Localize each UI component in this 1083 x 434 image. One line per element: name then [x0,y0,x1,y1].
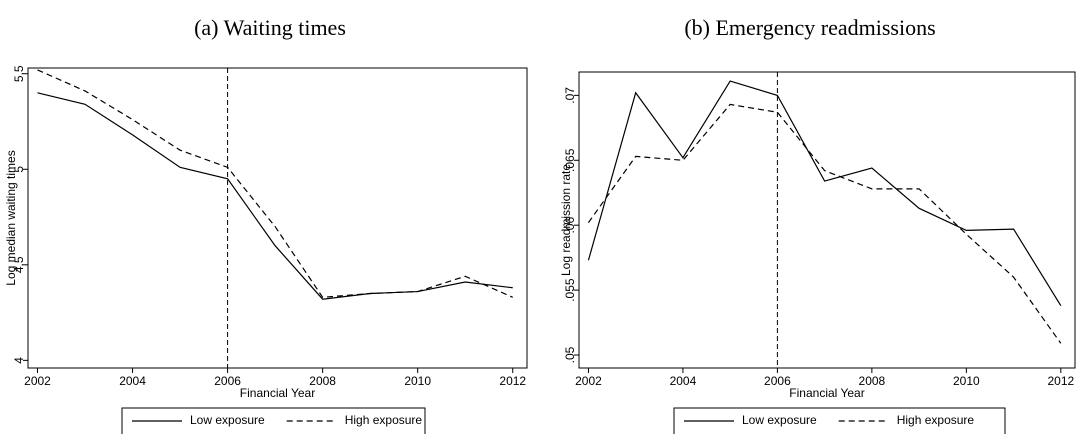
legend-label: High exposure [345,413,423,427]
y-tick-label: .055 [563,278,577,302]
x-tick-label: 2012 [499,374,526,388]
chart-title: (b) Emergency readmissions [684,15,935,40]
x-tick-label: 2008 [309,374,336,388]
series-line [587,80,1062,306]
x-axis-title: Financial Year [240,386,315,400]
plot-frame [27,67,528,369]
legend-label: High exposure [897,413,975,427]
y-tick-label: .05 [563,346,577,363]
x-tick-label: 2002 [24,374,51,388]
y-tick-label: .06 [563,217,577,234]
y-tick-label: .07 [563,87,577,104]
series-line [37,69,513,298]
x-axis-title: Financial Year [789,386,864,400]
y-tick-label: 5.5 [12,65,26,82]
x-tick-label: 2006 [214,374,241,388]
x-tick-label: 2008 [859,374,886,388]
x-tick-label: 2006 [764,374,791,388]
legend-label: Low exposure [190,413,265,427]
x-tick-label: 2002 [575,374,602,388]
series-line [587,103,1062,344]
legend-label: Low exposure [742,413,817,427]
y-tick-label: 5 [12,166,26,173]
legend-box [673,407,1006,434]
x-tick-label: 2004 [670,374,697,388]
chart-title: (a) Waiting times [194,15,346,40]
x-tick-label: 2010 [404,374,431,388]
y-axis-title: Log median waiting times [4,150,18,285]
x-tick-label: 2004 [119,374,146,388]
y-tick-label: 4 [12,357,26,364]
x-tick-label: 2010 [953,374,980,388]
series-line [37,92,513,300]
y-tick-label: 4.5 [12,256,26,273]
x-tick-label: 2012 [1047,374,1074,388]
y-tick-label: .065 [563,148,577,172]
legend-box [121,407,426,434]
plot-frame [578,71,1076,369]
y-axis-title: Log readmission rate [559,164,573,276]
